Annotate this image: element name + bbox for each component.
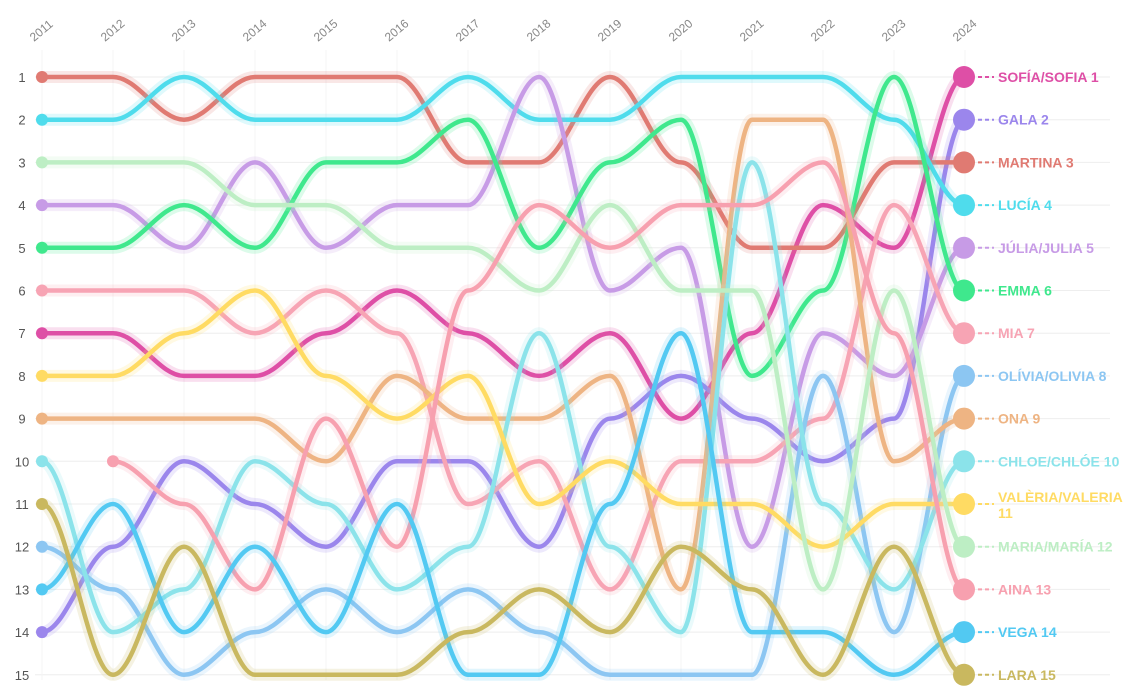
series-end-point	[953, 279, 975, 302]
y-tick-label: 6	[18, 284, 25, 299]
end-label-rank: 11	[998, 505, 1013, 521]
series-end-point	[953, 194, 975, 217]
series-end-point	[953, 236, 975, 259]
y-tick-label: 5	[18, 241, 25, 256]
x-tick-label: 2012	[98, 16, 128, 44]
end-label-text: ONA 9	[998, 411, 1040, 427]
series-end-point	[953, 450, 975, 473]
y-tick-label: 8	[18, 369, 25, 384]
series-lines	[36, 70, 970, 681]
y-tick-label: 14	[15, 625, 29, 640]
series-start-point	[36, 498, 48, 510]
y-tick-label: 1	[18, 70, 25, 85]
series-end-point	[953, 108, 975, 131]
series-halo	[36, 156, 970, 639]
series-end-point	[953, 493, 975, 515]
x-tick-label: 2022	[808, 16, 838, 44]
x-tick-label: 2018	[524, 16, 554, 44]
x-tick-label: 2014	[240, 16, 270, 44]
y-tick-label: 10	[15, 454, 29, 469]
x-tick-label: 2017	[453, 16, 483, 44]
end-label-text: VEGA 14	[998, 624, 1057, 640]
series-line	[39, 74, 967, 421]
series-line	[39, 117, 967, 635]
x-tick-label: 2016	[382, 16, 412, 44]
x-tick-label: 2021	[737, 16, 767, 44]
end-label-text: SOFÍA/SOFIA 1	[998, 69, 1099, 85]
series-start-point	[36, 113, 48, 126]
series-line	[39, 160, 967, 592]
series-start-point	[36, 455, 48, 468]
series-end-point	[953, 322, 975, 345]
end-label-text: LARA 15	[998, 667, 1056, 683]
series-end-point	[953, 407, 975, 430]
series-start-point	[36, 71, 48, 83]
x-tick-label: 2013	[169, 16, 199, 44]
x-tick-label: 2020	[666, 16, 696, 44]
series-end-point	[953, 663, 975, 686]
series-end-point	[953, 621, 975, 644]
end-label-text: JÚLIA/JULIA 5	[998, 239, 1094, 256]
y-tick-label: 2	[18, 113, 25, 128]
x-tick-label: 2015	[311, 16, 341, 44]
series-start-point	[36, 412, 48, 425]
series-line	[39, 160, 967, 635]
series-line	[39, 501, 967, 678]
end-label-text: CHLOE/CHLÓE 10	[998, 452, 1120, 469]
series-end-point	[953, 66, 975, 88]
end-label-text: MARTINA 3	[998, 154, 1074, 170]
series-end-point	[953, 151, 975, 174]
series-line	[39, 74, 967, 208]
end-label-text: GALA 2	[998, 112, 1049, 128]
y-tick-label: 12	[15, 540, 29, 555]
y-tick-label: 7	[18, 326, 25, 341]
x-tick-label: 2019	[595, 16, 625, 44]
y-tick-label: 11	[15, 497, 29, 512]
y-tick-label: 13	[15, 582, 29, 597]
y-tick-label: 3	[18, 155, 25, 170]
series-start-point	[36, 626, 48, 639]
y-tick-label: 9	[18, 412, 25, 427]
series-start-point	[36, 241, 48, 254]
end-label-text: OLÍVIA/OLIVIA 8	[998, 368, 1107, 384]
end-label-text: MARIA/MARÍA 12	[998, 539, 1113, 555]
y-tick-label: 4	[18, 198, 25, 213]
y-tick-label: 15	[15, 668, 29, 683]
series-start-point	[107, 455, 119, 468]
series-start-point	[36, 327, 48, 340]
x-tick-label: 2024	[950, 16, 980, 44]
x-tick-label: 2023	[879, 16, 909, 44]
end-label-text: MIA 7	[998, 325, 1035, 341]
series-start-point	[36, 369, 48, 382]
end-label-text: AINA 13	[998, 581, 1051, 597]
end-labels: SOFÍA/SOFIA 1 GALA 2 MARTINA 3 LUCÍA 4 JÚLIA…	[953, 66, 1123, 686]
series-start-point	[36, 284, 48, 297]
series-line	[110, 160, 967, 592]
end-label-text: EMMA 6	[998, 283, 1052, 299]
series-start-point	[36, 199, 48, 212]
series-line	[39, 202, 967, 592]
series-line	[39, 74, 967, 251]
series-line	[39, 117, 967, 592]
end-label-text: LUCÍA 4	[998, 197, 1052, 213]
series-start-point	[36, 156, 48, 169]
series-end-point	[953, 535, 975, 558]
series-end-point	[953, 578, 975, 601]
end-label-text: VALÈRIA/VALERIA	[998, 489, 1123, 505]
x-tick-label: 2011	[27, 17, 56, 45]
series-start-point	[36, 540, 48, 553]
series-line	[39, 373, 967, 678]
series-line	[39, 330, 967, 678]
x-axis: 2011 2012 2013 2014 2015 2016 2017 2018 2019 2020…	[27, 16, 980, 44]
series-end-point	[953, 364, 975, 387]
series-start-point	[36, 583, 48, 596]
